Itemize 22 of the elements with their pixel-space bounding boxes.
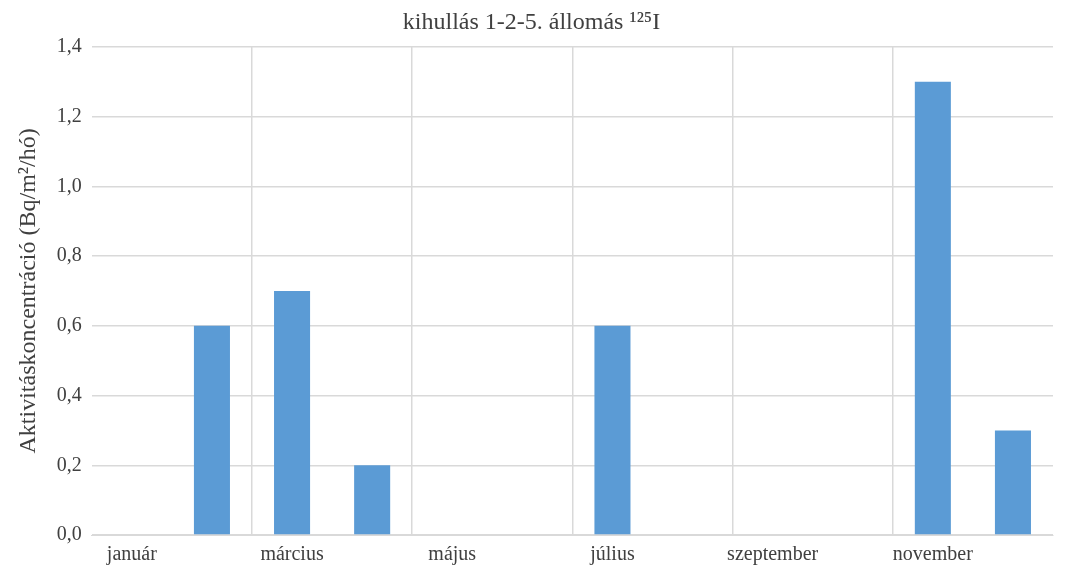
y-tick-label: 0,6 [56, 313, 82, 336]
x-tick-label: szeptember [727, 542, 819, 566]
y-tick-label: 0,0 [56, 522, 82, 545]
x-tick-label: január [105, 542, 158, 566]
y-tick-label: 0,2 [56, 452, 82, 475]
y-tick-label: 0,4 [56, 382, 82, 405]
y-axis-title: Aktivitáskoncentráció (Bq/m²/hó) [13, 128, 40, 454]
bar [274, 290, 311, 535]
bar [914, 81, 951, 535]
chart-title: kihullás 1-2-5. állomás ¹²⁵I [402, 7, 661, 34]
x-tick-label: november [892, 542, 974, 565]
y-tick-label: 1,4 [56, 34, 82, 57]
y-tick-label: 0,8 [56, 243, 82, 266]
bar [354, 465, 391, 535]
y-tick-label: 1,0 [56, 173, 82, 196]
y-tick-label: 1,2 [56, 103, 82, 126]
bar [594, 325, 631, 535]
x-tick-label: július [589, 542, 635, 566]
x-tick-label: május [428, 542, 477, 566]
bar [193, 325, 230, 535]
x-tick-label: március [260, 542, 324, 565]
bar [994, 430, 1031, 535]
